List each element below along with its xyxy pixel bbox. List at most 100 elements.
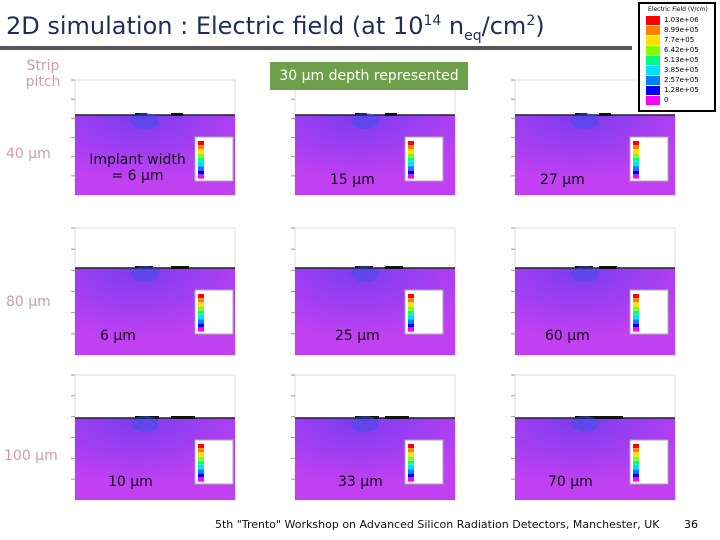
strip: [599, 113, 611, 116]
page-number: 36: [684, 518, 698, 531]
mini-swatch: [198, 166, 204, 171]
mini-swatch: [633, 298, 639, 303]
mini-swatch: [198, 310, 204, 315]
mini-swatch: [198, 294, 204, 298]
mini-swatch: [633, 327, 639, 332]
strip: [385, 113, 397, 116]
mini-swatch: [633, 477, 639, 482]
mini-swatch: [408, 294, 414, 298]
mini-swatch: [198, 302, 204, 307]
legend-swatch: [646, 85, 660, 95]
legend-swatch: [646, 95, 660, 105]
mini-swatch: [198, 323, 204, 328]
strip: [385, 416, 409, 419]
row-label: 40 µm: [6, 146, 51, 162]
mini-swatch: [633, 141, 639, 145]
mini-swatch: [198, 174, 204, 179]
mini-swatch: [198, 306, 204, 311]
cell-label: 25 µm: [335, 328, 380, 344]
mini-swatch: [198, 153, 204, 158]
mini-swatch: [633, 473, 639, 478]
mini-swatch: [198, 149, 204, 154]
mini-swatch: [408, 456, 414, 461]
legend-swatch: [646, 55, 660, 65]
mini-swatch: [633, 323, 639, 328]
mini-swatch: [633, 153, 639, 158]
legend-label: 8.99e+05: [664, 26, 699, 34]
strip: [599, 266, 617, 269]
mini-swatch: [198, 298, 204, 303]
mini-swatch: [633, 460, 639, 465]
mini-swatch: [408, 452, 414, 457]
mini-swatch: [633, 310, 639, 315]
mini-swatch: [198, 460, 204, 465]
column-header: 30 µm depth represented: [270, 62, 468, 90]
mini-swatch: [198, 465, 204, 469]
high-field: [131, 416, 159, 432]
footer: 5th "Trento" Workshop on Advanced Silico…: [215, 518, 660, 531]
mini-swatch: [408, 149, 414, 154]
mini-swatch: [408, 306, 414, 311]
mini-swatch: [198, 141, 204, 145]
mini-swatch: [198, 473, 204, 478]
legend-label: 7.7e+05: [664, 36, 695, 44]
mini-swatch: [633, 170, 639, 175]
legend-row: 2.57e+05: [640, 75, 714, 85]
mini-swatch: [408, 460, 414, 465]
mini-swatch: [408, 310, 414, 315]
mini-swatch: [633, 469, 639, 474]
legend-row: 1.28e+05: [640, 85, 714, 95]
mini-swatch: [633, 149, 639, 154]
cell-label: 60 µm: [545, 328, 590, 344]
mini-swatch: [408, 145, 414, 150]
cell-label: 27 µm: [540, 172, 585, 188]
row-label: 80 µm: [6, 294, 51, 310]
mini-swatch: [198, 327, 204, 332]
mini-swatch: [198, 145, 204, 150]
mini-swatch: [633, 174, 639, 179]
mini-swatch: [408, 162, 414, 166]
cell-label: 6 µm: [100, 328, 136, 344]
legend-swatch: [646, 15, 660, 25]
mini-swatch: [198, 444, 204, 448]
mini-swatch: [633, 315, 639, 319]
title: 2D simulation : Electric field (at 1014 …: [6, 12, 545, 44]
strip: [171, 113, 183, 116]
mini-swatch: [408, 477, 414, 482]
mini-swatch: [633, 456, 639, 461]
high-field: [571, 113, 599, 129]
mini-swatch: [198, 319, 204, 324]
mini-swatch: [408, 327, 414, 332]
strip: [385, 266, 403, 269]
mini-swatch: [198, 315, 204, 319]
mini-swatch: [198, 456, 204, 461]
legend-title: Electric Field (V/cm): [648, 6, 708, 13]
legend-row: 5.13e+05: [640, 55, 714, 65]
mini-swatch: [633, 294, 639, 298]
row-label: 100 µm: [4, 448, 58, 464]
legend-label: 0: [664, 96, 669, 104]
strip: [171, 416, 195, 419]
mini-swatch: [633, 465, 639, 469]
mini-swatch: [198, 448, 204, 453]
legend-swatch: [646, 65, 660, 75]
legend-swatch: [646, 35, 660, 45]
mini-swatch: [408, 315, 414, 319]
high-field: [571, 416, 599, 432]
row-header: Strip pitch: [25, 58, 61, 90]
mini-swatch: [408, 166, 414, 171]
mini-swatch: [408, 174, 414, 179]
legend-swatch: [646, 45, 660, 55]
legend-label: 1.28e+05: [664, 86, 699, 94]
cell-label: 15 µm: [330, 172, 375, 188]
mini-swatch: [198, 162, 204, 166]
legend-row: 0: [640, 95, 714, 105]
mini-swatch: [408, 469, 414, 474]
mini-swatch: [633, 448, 639, 453]
title-rule: [0, 46, 632, 50]
strip: [171, 266, 189, 269]
high-field: [131, 113, 159, 129]
mini-swatch: [408, 157, 414, 162]
mini-swatch: [408, 444, 414, 448]
